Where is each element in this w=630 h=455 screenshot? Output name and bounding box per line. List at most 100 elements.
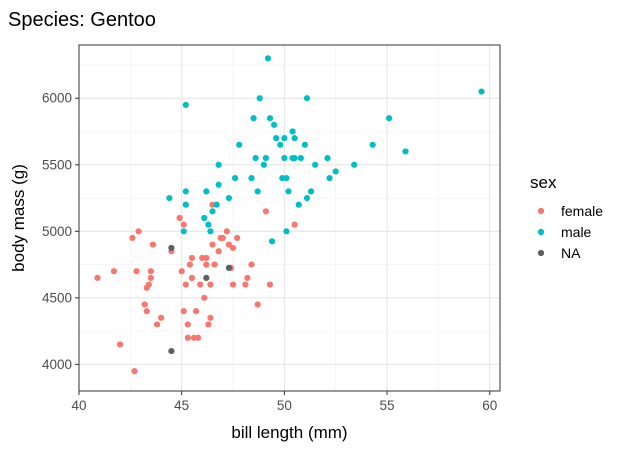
point-female [205, 321, 212, 328]
point-male [351, 161, 358, 168]
point-male [268, 238, 276, 245]
point-male [295, 201, 302, 208]
point-male [250, 115, 257, 122]
legend-label-female: female [561, 203, 603, 219]
point-male [277, 141, 284, 148]
point-male [182, 101, 189, 108]
point-female [229, 281, 237, 288]
legend-key-male [537, 228, 545, 236]
point-male [256, 95, 263, 102]
point-male [203, 188, 210, 195]
point-female [203, 261, 210, 268]
point-male [215, 181, 222, 188]
point-male [209, 208, 216, 215]
minor-gridlines [79, 45, 500, 391]
point-male [180, 228, 187, 235]
point-male [260, 161, 267, 168]
point-male [303, 194, 311, 202]
y-tick-label: 6000 [42, 91, 72, 106]
point-female [147, 268, 154, 275]
point-male [281, 155, 288, 162]
x-tick-label: 60 [482, 398, 497, 413]
point-female [147, 274, 154, 281]
point-male [291, 135, 298, 142]
point-male [252, 155, 259, 162]
point-female [153, 321, 161, 328]
point-male [369, 141, 376, 148]
point-male [254, 188, 261, 195]
point-male [264, 55, 272, 62]
point-male [285, 188, 292, 195]
plot-border [78, 44, 501, 392]
data-points [94, 55, 485, 375]
point-female [197, 281, 204, 288]
point-female [131, 367, 138, 375]
point-female [149, 241, 157, 248]
point-female [158, 314, 165, 321]
point-male [303, 95, 311, 102]
point-na [168, 347, 175, 355]
point-male [166, 194, 173, 202]
chart-title: Species: Gentoo [8, 9, 156, 31]
point-male [289, 128, 296, 135]
point-male [281, 135, 288, 142]
point-female [94, 274, 101, 281]
point-male [262, 155, 269, 162]
legend-key-female [537, 207, 545, 215]
x-tick-label: 55 [380, 398, 395, 413]
point-female [143, 308, 150, 315]
point-male [207, 228, 214, 235]
point-na [203, 274, 210, 281]
point-female [242, 281, 249, 288]
point-female [176, 214, 183, 222]
point-male [273, 135, 280, 142]
legend-key-na [537, 249, 545, 257]
point-male [324, 155, 331, 162]
point-female [244, 274, 251, 281]
point-female [192, 308, 200, 315]
point-female [254, 301, 261, 308]
point-male [312, 161, 319, 168]
x-tick-label: 50 [277, 398, 292, 413]
legend-label-na: NA [561, 245, 581, 261]
point-male [297, 155, 304, 162]
point-female [182, 281, 189, 288]
plot-panel [78, 44, 501, 392]
point-female [207, 281, 214, 288]
point-male [307, 188, 315, 195]
point-female [248, 261, 255, 268]
point-female [223, 228, 230, 235]
x-axis-ticks: 40 45 50 55 60 [71, 391, 497, 413]
point-female [215, 248, 222, 255]
point-male [182, 188, 189, 195]
point-female [219, 234, 226, 242]
y-tick-label: 4500 [42, 290, 72, 305]
point-male [478, 88, 485, 95]
point-male [266, 115, 274, 122]
point-male [402, 148, 409, 155]
point-female [234, 234, 241, 242]
point-female [291, 221, 298, 228]
point-female [229, 244, 237, 252]
point-female [110, 268, 118, 275]
point-female [145, 281, 152, 288]
y-tick-label: 5000 [42, 224, 72, 239]
legend-label-male: male [561, 224, 592, 240]
point-male [291, 155, 298, 162]
point-na [168, 244, 175, 252]
point-male [332, 168, 339, 175]
point-male [270, 121, 278, 128]
legend: sex female male NA [530, 173, 603, 261]
point-female [203, 254, 210, 262]
point-female [178, 268, 185, 275]
point-female [186, 261, 193, 268]
y-axis-ticks: 4000 4500 5000 5500 6000 [42, 91, 79, 372]
point-male [182, 201, 189, 208]
x-tick-label: 40 [71, 398, 86, 413]
point-female [225, 241, 233, 248]
x-axis-label: bill length (mm) [231, 423, 347, 442]
point-male [301, 141, 309, 148]
point-female [133, 268, 140, 275]
